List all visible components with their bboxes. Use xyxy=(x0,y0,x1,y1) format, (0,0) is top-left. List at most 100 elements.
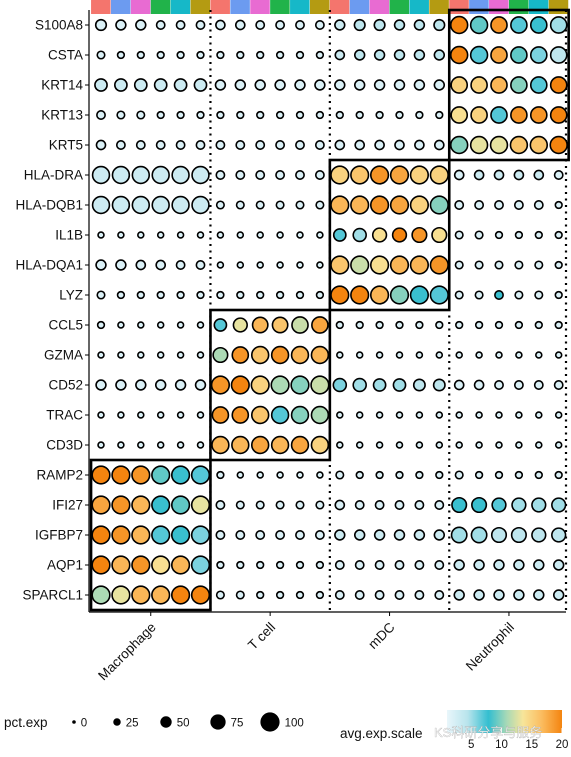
dot xyxy=(97,231,105,239)
dot xyxy=(235,590,245,600)
dot xyxy=(350,165,370,185)
size-legend-dot xyxy=(72,720,76,724)
dot xyxy=(155,259,167,271)
dot xyxy=(433,139,445,151)
dot xyxy=(176,50,185,60)
dot xyxy=(515,441,523,449)
gene-label: CD3D xyxy=(46,438,83,453)
dot xyxy=(454,200,465,210)
dot xyxy=(213,318,228,332)
dot xyxy=(235,200,245,210)
dot xyxy=(513,169,525,181)
dot xyxy=(256,590,265,600)
dot xyxy=(434,500,445,510)
dot xyxy=(469,45,489,65)
dot xyxy=(295,20,305,30)
dot xyxy=(453,559,465,571)
sample-color-cell xyxy=(469,0,489,14)
color-legend-label: 5 xyxy=(468,739,474,751)
dot xyxy=(175,260,186,270)
dot xyxy=(414,590,425,600)
dot xyxy=(433,79,446,91)
dot xyxy=(554,470,563,480)
dot xyxy=(175,140,186,150)
dot xyxy=(534,260,544,270)
dot xyxy=(473,379,485,391)
dot xyxy=(131,555,151,575)
dot xyxy=(234,79,247,91)
dot xyxy=(435,441,444,449)
dot xyxy=(131,525,151,545)
dot xyxy=(334,19,346,31)
dot xyxy=(190,555,211,575)
dot xyxy=(115,379,127,391)
dot xyxy=(514,230,524,240)
dot xyxy=(116,110,126,120)
dot xyxy=(494,290,504,300)
dot xyxy=(433,529,446,541)
cell-type-label: mDC xyxy=(365,619,398,652)
dot xyxy=(116,290,126,300)
dot xyxy=(316,231,324,239)
dot xyxy=(493,589,505,601)
dot xyxy=(311,316,329,334)
dot xyxy=(255,140,266,150)
dot xyxy=(395,110,404,120)
dot xyxy=(137,411,145,419)
dot xyxy=(431,226,448,244)
dot xyxy=(96,110,106,120)
dot xyxy=(255,530,266,540)
dot xyxy=(529,135,549,155)
size-legend-label: 75 xyxy=(231,718,244,730)
dot xyxy=(194,379,207,391)
dot xyxy=(190,585,211,605)
dot xyxy=(334,139,346,151)
sample-color-cell xyxy=(309,0,330,14)
dot xyxy=(131,195,151,215)
gene-label: HLA-DQB1 xyxy=(15,198,83,213)
dot xyxy=(494,230,504,240)
dot xyxy=(275,50,285,60)
dot xyxy=(256,290,265,300)
color-legend-label: 20 xyxy=(556,739,569,751)
dot xyxy=(554,351,563,359)
dot xyxy=(551,497,567,513)
dot xyxy=(170,525,191,545)
gene-label: AQP1 xyxy=(47,558,83,573)
dot xyxy=(334,499,346,511)
size-legend-label: 100 xyxy=(285,718,304,730)
gene-label: IGFBP7 xyxy=(35,528,83,543)
dot xyxy=(137,441,145,449)
dot xyxy=(131,465,151,485)
dot xyxy=(471,496,488,514)
dot xyxy=(335,470,345,480)
dot xyxy=(451,496,468,514)
dot xyxy=(137,351,145,359)
dot xyxy=(533,559,545,571)
dot xyxy=(254,79,266,91)
sample-color-cell xyxy=(130,0,151,14)
dot xyxy=(212,346,229,364)
dot xyxy=(435,320,444,330)
dot xyxy=(353,529,366,541)
dot xyxy=(97,441,105,449)
dot xyxy=(153,78,168,92)
dot xyxy=(334,79,346,91)
dot xyxy=(395,470,404,480)
dot xyxy=(534,320,543,330)
dot xyxy=(415,351,424,359)
dot xyxy=(535,411,543,419)
dot xyxy=(151,555,171,575)
dot xyxy=(534,290,544,300)
dot xyxy=(232,317,248,333)
dot xyxy=(135,259,147,271)
dot xyxy=(251,316,269,334)
dot xyxy=(290,435,310,455)
dot xyxy=(454,260,464,270)
dot xyxy=(256,560,265,570)
sample-color-cell xyxy=(250,0,270,14)
dot xyxy=(334,590,345,600)
dot xyxy=(91,525,111,545)
dot xyxy=(216,470,225,480)
dot xyxy=(369,195,390,215)
